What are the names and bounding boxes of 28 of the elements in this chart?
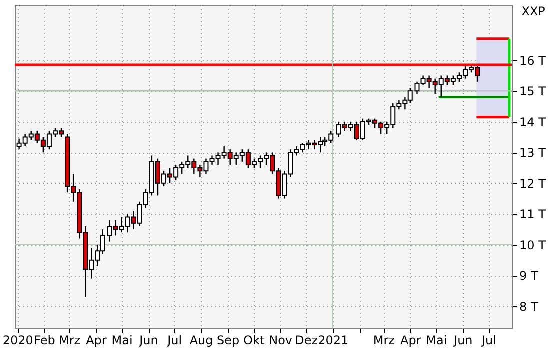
y-tick-label: 14 T — [520, 115, 547, 130]
x-tick-label: Aug — [190, 334, 214, 348]
x-tick-label: Mrz — [373, 334, 395, 348]
y-tick-label: 11 T — [520, 208, 547, 222]
x-tick-label: Jul — [166, 334, 182, 348]
x-tick-label: Jun — [138, 334, 158, 348]
x-tick-label: Apr — [86, 334, 107, 348]
y-tick-label: 12 T — [520, 176, 547, 191]
chart-title: XXP — [522, 4, 546, 18]
x-tick-label: Feb — [34, 334, 56, 348]
x-tick-label: Okt — [244, 334, 265, 348]
x-tick-label: Jul — [481, 334, 496, 348]
y-tick-label: 16 T — [520, 54, 547, 68]
x-tick-label: Mai — [426, 334, 448, 348]
x-tick-label: Jun — [453, 334, 473, 348]
y-tick-label: 8 T — [520, 300, 539, 314]
x-tick-label: 2021 — [318, 334, 349, 348]
x-tick-label: Dez — [295, 334, 318, 348]
x-tick-label: 2020 — [2, 334, 34, 348]
y-tick-label: 15 T — [520, 84, 547, 99]
x-tick-label: Nov — [269, 334, 293, 348]
y-tick-label: 9 T — [520, 269, 539, 284]
x-tick-label: Sep — [216, 334, 240, 348]
y-tick-label: 10 T — [520, 238, 547, 252]
x-tick-label: Mai — [112, 334, 133, 348]
x-tick-label: Mrz — [58, 334, 81, 348]
x-tick-label: Apr — [400, 334, 422, 348]
y-tick-label: 13 T — [520, 146, 547, 160]
